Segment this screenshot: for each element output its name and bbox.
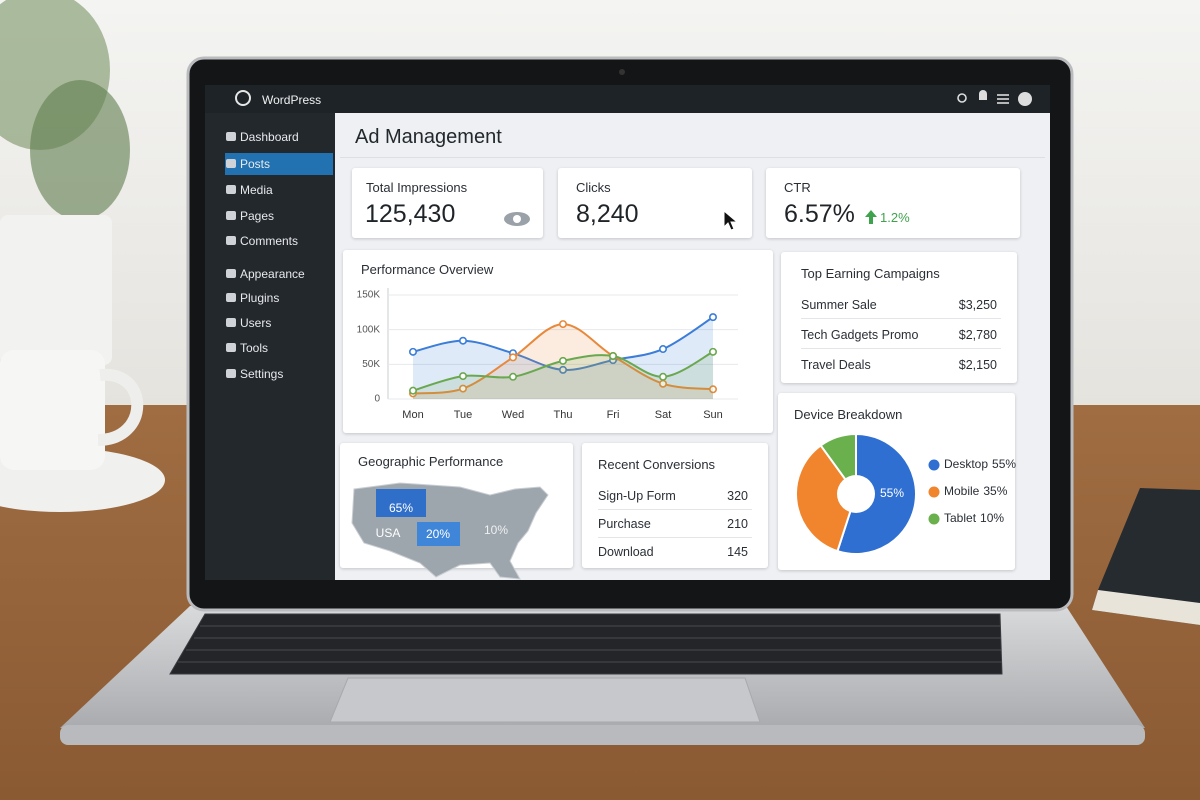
table-row: Download 145 [598,537,752,565]
stat-label: Total Impressions [366,180,468,195]
row-value: 320 [727,489,748,503]
region-label: 65% [389,501,413,515]
stat-change: 1.2% [880,210,910,225]
stat-value: 6.57% [784,200,855,228]
region-highlight [376,489,426,517]
menu-icon [226,185,236,194]
row-label: Sign-Up Form [598,489,676,503]
stat-label: CTR [784,180,811,195]
stat-card: CTR 6.57% 1.2% [766,168,1020,238]
region-label: 20% [426,527,450,541]
menu-item[interactable]: Users [240,316,272,330]
menu-icon [226,211,236,220]
row-value: 210 [727,517,748,531]
camera [619,69,625,75]
menu-item[interactable]: Posts [240,157,271,171]
menu-item[interactable]: Plugins [240,291,280,305]
menu-icon [226,343,236,352]
stat-card: Total Impressions 125,430 [352,168,543,238]
account-icon[interactable] [1018,92,1032,106]
menu-item[interactable]: Media [240,183,273,197]
menu-icon [226,269,236,278]
up-arrow [865,210,877,224]
menu-icon [226,159,236,168]
card-title: Performance Overview [361,262,494,277]
brand[interactable]: WordPress [262,93,322,107]
stat-label: Clicks [576,180,611,195]
row-label: Summer Sale [801,298,877,312]
notebook [1092,488,1200,625]
row-value: 145 [727,545,748,559]
page-title: Ad Management [355,126,502,148]
card-title: Geographic Performance [358,454,504,469]
menu-item[interactable]: Dashboard [240,130,299,144]
menu-icon [226,132,236,141]
search-icon[interactable] [957,93,967,103]
coffee-cup [0,350,165,512]
menu-icon[interactable] [997,94,1009,104]
card-title: Device Breakdown [794,407,903,422]
row-value: $2,150 [958,358,997,372]
card-title: Recent Conversions [598,457,716,472]
cursor-icon [723,210,739,231]
row-label: Travel Deals [801,358,871,372]
region-highlight [417,522,460,546]
top-icons [957,90,1032,106]
table-row: Purchase 210 [598,509,752,538]
table-row: Sign-Up Form 320 [598,481,752,510]
region-label: 10% [484,523,508,537]
country-label: USA [376,526,401,540]
eye-icon [504,212,530,226]
plant [0,0,130,365]
stat-card: Clicks 8,240 [558,168,752,238]
card-title: Top Earning Campaigns [801,266,940,281]
menu-item[interactable]: Settings [240,367,284,381]
table-row: Summer Sale $3,250 [801,290,1001,319]
stat-value: 8,240 [576,200,639,228]
conversions-card: Recent Conversions Sign-Up Form 320 Purcha… [582,443,768,568]
table-row: Travel Deals $2,150 [801,350,1001,378]
table-row: Tech Gadgets Promo $2,780 [801,320,1001,349]
menu-item[interactable]: Appearance [240,267,305,281]
laptop-base [60,606,1145,745]
menu-item[interactable]: Tools [240,341,269,355]
wp-logo [235,90,251,106]
row-label: Purchase [598,517,651,531]
row-label: Tech Gadgets Promo [801,328,919,342]
bell-icon[interactable] [979,90,987,100]
device-card: Device Breakdown [778,393,1015,570]
top-bar [205,85,1050,113]
menu-icon [226,369,236,378]
row-value: $3,250 [958,298,997,312]
menu-icon [226,293,236,302]
row-value: $2,780 [958,328,997,342]
menu-item[interactable]: Comments [240,234,299,248]
stat-value: 125,430 [365,200,456,228]
divider [340,157,1045,158]
row-label: Download [598,545,654,559]
menu-item[interactable]: Pages [240,209,275,223]
performance-card: Performance Overview [343,250,773,433]
menu-icon [226,236,236,245]
menu-icon [226,318,236,327]
campaigns-card: Top Earning Campaigns Summer Sale $3,250 T… [781,252,1017,383]
map: 65% USA 20% 10% [351,482,549,580]
active-highlight [225,153,333,175]
